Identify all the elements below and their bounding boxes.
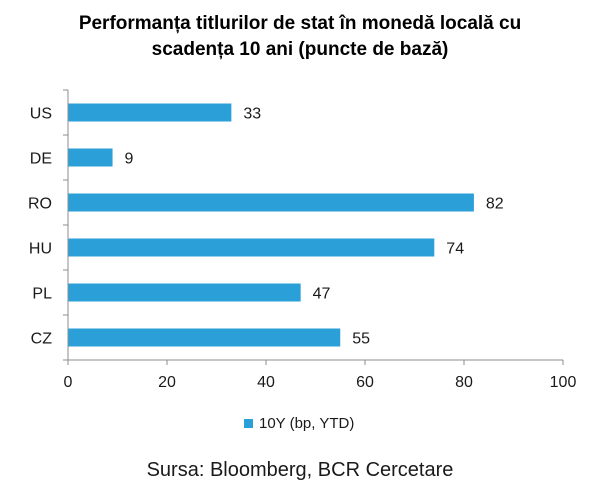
bar-pl bbox=[68, 283, 301, 302]
x-tick-label-40: 40 bbox=[257, 374, 275, 391]
x-tick-label-60: 60 bbox=[356, 374, 374, 391]
category-label-de: DE bbox=[30, 151, 52, 168]
data-label-de: 9 bbox=[125, 151, 134, 168]
data-label-ro: 82 bbox=[486, 196, 504, 213]
legend-label: 10Y (bp, YTD) bbox=[259, 415, 354, 432]
bar-cz bbox=[68, 328, 341, 347]
bar-us bbox=[68, 103, 232, 122]
x-tick-label-100: 100 bbox=[550, 374, 577, 391]
legend: 10Y (bp, YTD) bbox=[244, 415, 354, 432]
category-label-pl: PL bbox=[32, 286, 52, 303]
category-label-cz: CZ bbox=[31, 331, 53, 348]
x-tick-label-20: 20 bbox=[158, 374, 176, 391]
bar-de bbox=[68, 148, 113, 167]
x-tick-label-80: 80 bbox=[455, 374, 473, 391]
data-label-hu: 74 bbox=[446, 241, 464, 258]
category-label-us: US bbox=[30, 106, 52, 123]
data-label-cz: 55 bbox=[352, 331, 370, 348]
bar-ro bbox=[68, 193, 474, 212]
plot-area: US 33 DE 9 RO 82 HU 74 PL 47 CZ 55 0 20 40 60 80 100 bbox=[28, 89, 577, 391]
category-label-hu: HU bbox=[29, 241, 52, 258]
chart-title-line-2: scadența 10 ani (puncte de bază) bbox=[152, 39, 449, 60]
source-note: Sursa: Bloomberg, BCR Cercetare bbox=[147, 459, 454, 481]
bar-hu bbox=[68, 238, 435, 257]
data-label-us: 33 bbox=[243, 106, 261, 123]
x-tick-label-0: 0 bbox=[64, 374, 73, 391]
category-label-ro: RO bbox=[28, 196, 52, 213]
chart-title-line-1: Performanța titlurilor de stat în monedă… bbox=[79, 13, 521, 34]
data-label-pl: 47 bbox=[313, 286, 331, 303]
legend-swatch bbox=[244, 419, 253, 428]
